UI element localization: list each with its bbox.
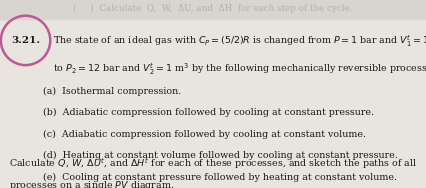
- Text: 3.21.: 3.21.: [11, 36, 40, 45]
- Text: The state of an ideal gas with $C_P = (5/2)R$ is changed from $P = 1$ bar and $V: The state of an ideal gas with $C_P = (5…: [53, 34, 426, 49]
- Text: (c)  Adiabatic compression followed by cooling at constant volume.: (c) Adiabatic compression followed by co…: [43, 130, 366, 139]
- Text: (d)  Heating at constant volume followed by cooling at constant pressure.: (d) Heating at constant volume followed …: [43, 151, 397, 161]
- Text: processes on a single $PV$ diagram.: processes on a single $PV$ diagram.: [9, 179, 174, 188]
- Text: Calculate $Q$, $W$, $\Delta U^t$, and $\Delta H^t$ for each of these processes, : Calculate $Q$, $W$, $\Delta U^t$, and $\…: [9, 156, 417, 171]
- Text: (e)  Cooling at constant pressure followed by heating at constant volume.: (e) Cooling at constant pressure followe…: [43, 173, 397, 182]
- Text: (b)  Adiabatic compression followed by cooling at constant pressure.: (b) Adiabatic compression followed by co…: [43, 108, 374, 117]
- Text: to $P_2 = 12$ bar and $V_2^{t} = 1$ m$^3$ by the following mechanically reversib: to $P_2 = 12$ bar and $V_2^{t} = 1$ m$^3…: [53, 62, 426, 77]
- Text: (     )  Calculate  Q,  W,  ΔU, and  ΔH  for each step of the cycle.: ( ) Calculate Q, W, ΔU, and ΔH for each …: [73, 4, 353, 13]
- FancyBboxPatch shape: [0, 0, 426, 19]
- Text: (a)  Isothermal compression.: (a) Isothermal compression.: [43, 86, 181, 96]
